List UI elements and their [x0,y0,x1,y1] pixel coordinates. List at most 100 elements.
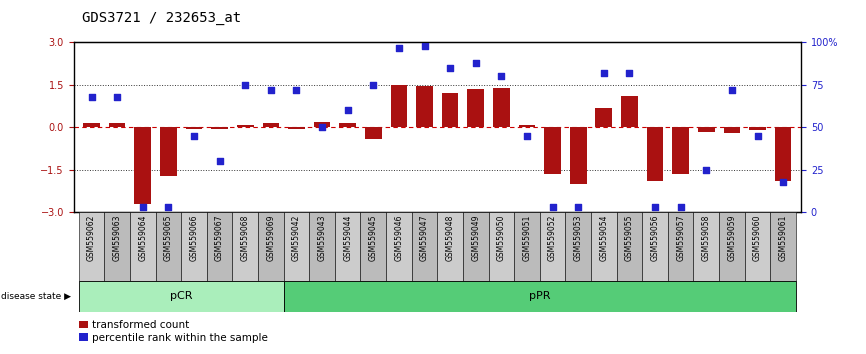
Point [494,74,508,79]
Text: pPR: pPR [529,291,551,302]
Bar [724,127,740,133]
Bar [698,127,714,132]
Text: GSM559044: GSM559044 [343,215,352,261]
Text: GSM559064: GSM559064 [139,215,147,261]
Bar [181,212,207,281]
Point [700,167,714,173]
Bar [442,93,458,127]
Bar [694,212,719,281]
Point [469,60,482,66]
Bar [565,212,591,281]
Bar [83,123,100,127]
Text: GSM559063: GSM559063 [113,215,121,261]
Text: GDS3721 / 232653_at: GDS3721 / 232653_at [82,11,242,25]
Bar [745,212,771,281]
Text: GSM559055: GSM559055 [625,215,634,261]
Bar [284,212,309,281]
Point [572,205,585,210]
Bar [134,127,151,204]
Point [725,87,739,93]
Point [110,94,124,100]
Bar [79,281,284,312]
Bar [109,123,126,127]
Bar [719,212,745,281]
Bar [211,127,228,129]
Point [417,43,431,49]
Text: GSM559059: GSM559059 [727,215,736,261]
Point [366,82,380,88]
Point [443,65,457,71]
Point [289,87,303,93]
Point [315,125,329,130]
Bar [79,212,104,281]
Point [520,133,534,139]
Bar [258,212,284,281]
Text: GSM559051: GSM559051 [522,215,532,261]
Text: GSM559060: GSM559060 [753,215,762,261]
Bar [771,212,796,281]
Bar [288,127,305,129]
Bar [672,127,689,174]
Point [264,87,278,93]
Text: GSM559047: GSM559047 [420,215,429,261]
Bar [130,212,156,281]
Bar [617,212,643,281]
Text: GSM559058: GSM559058 [701,215,711,261]
Bar [540,212,565,281]
Bar [519,125,535,127]
Text: GSM559042: GSM559042 [292,215,301,261]
Text: GSM559046: GSM559046 [394,215,404,261]
Text: GSM559045: GSM559045 [369,215,378,261]
Text: GSM559061: GSM559061 [779,215,787,261]
Bar [643,212,668,281]
Point [546,205,559,210]
Bar [775,127,792,181]
Point [392,45,406,50]
Bar [262,123,279,127]
Bar [309,212,335,281]
Text: GSM559066: GSM559066 [190,215,198,261]
Bar [391,85,407,127]
Bar [160,127,177,176]
Point [751,133,765,139]
Point [674,205,688,210]
Text: disease state ▶: disease state ▶ [1,292,71,301]
Bar [156,212,181,281]
Point [623,70,637,76]
Bar [207,212,232,281]
Text: GSM559062: GSM559062 [87,215,96,261]
Bar [621,96,637,127]
Bar [104,212,130,281]
Bar [647,127,663,181]
Text: GSM559056: GSM559056 [650,215,660,261]
Text: GSM559052: GSM559052 [548,215,557,261]
Bar [514,212,540,281]
Point [597,70,611,76]
Point [136,205,150,210]
Bar [232,212,258,281]
Bar [365,127,382,139]
Bar [417,86,433,127]
Bar [493,88,510,127]
Point [648,205,662,210]
Text: GSM559065: GSM559065 [164,215,173,261]
Text: GSM559043: GSM559043 [318,215,326,261]
Text: GSM559069: GSM559069 [267,215,275,261]
Bar [749,127,766,130]
Bar [339,123,356,127]
Bar [360,212,386,281]
Bar [591,212,617,281]
Text: GSM559057: GSM559057 [676,215,685,261]
Point [161,205,175,210]
Bar [185,127,203,129]
Bar [284,281,796,312]
Bar [313,122,331,127]
Bar [596,108,612,127]
Legend: transformed count, percentile rank within the sample: transformed count, percentile rank withi… [79,320,268,343]
Point [213,159,227,164]
Bar [237,125,254,127]
Point [340,108,354,113]
Text: GSM559050: GSM559050 [497,215,506,261]
Bar [463,212,488,281]
Text: GSM559048: GSM559048 [446,215,455,261]
